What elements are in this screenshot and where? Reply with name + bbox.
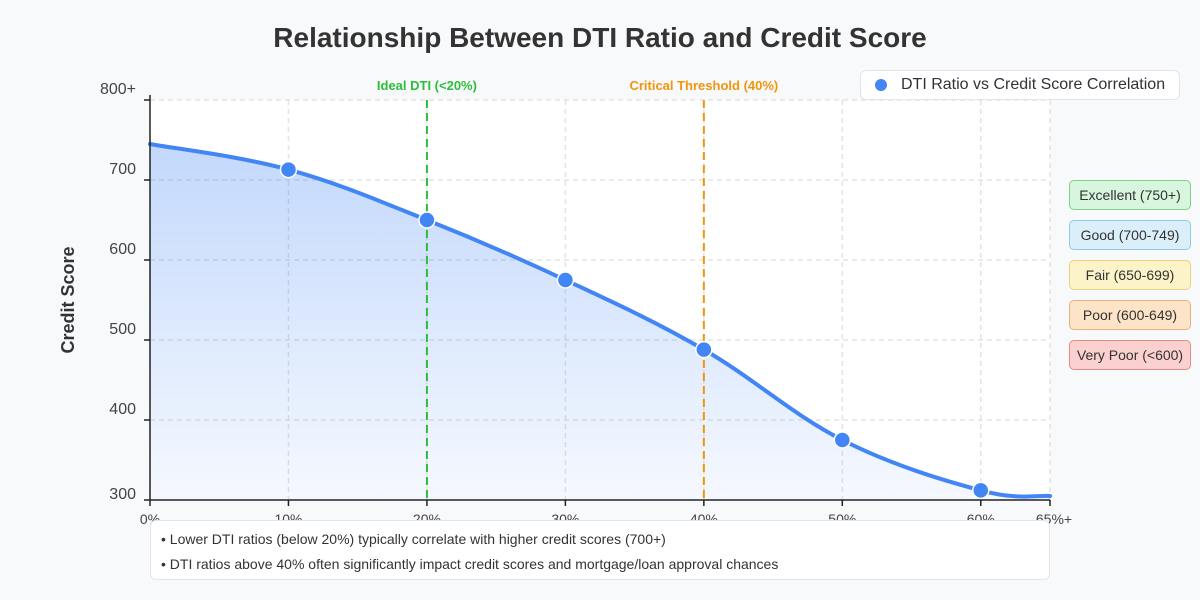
reference-label: Critical Threshold (40%) <box>629 78 778 93</box>
series-line <box>148 142 1052 499</box>
legend-label: DTI Ratio vs Credit Score Correlation <box>901 76 1166 93</box>
rating-poor: Poor (600-649) <box>1069 300 1191 330</box>
y-tick-label: 700 <box>109 161 136 178</box>
data-point <box>695 340 713 359</box>
notes-box: • Lower DTI ratios (below 20%) typically… <box>150 520 1050 580</box>
data-point <box>279 160 298 179</box>
chart-legend: DTI Ratio vs Credit Score Correlation <box>860 70 1180 100</box>
data-point <box>833 431 852 449</box>
rating-good: Good (700-749) <box>1069 220 1191 250</box>
rating-excellent: Excellent (750+) <box>1069 180 1191 210</box>
rating-label: Excellent (750+) <box>1079 187 1181 203</box>
y-tick-label: 400 <box>109 401 136 418</box>
data-point <box>418 211 436 229</box>
rating-label: Poor (600-649) <box>1082 307 1178 323</box>
data-point <box>972 481 990 500</box>
y-tick-label: 600 <box>109 241 136 258</box>
rating-label: Good (700-749) <box>1080 227 1180 243</box>
reference-label: Ideal DTI (<20%) <box>377 78 477 93</box>
rating-label: Fair (650-699) <box>1085 267 1175 283</box>
credit-rating-legend: Excellent (750+) Good (700-749) Fair (65… <box>1069 180 1191 380</box>
chart-title: Relationship Between DTI Ratio and Credi… <box>273 22 927 53</box>
rating-fair: Fair (650-699) <box>1069 260 1191 290</box>
legend-marker <box>875 79 887 91</box>
data-point <box>556 271 575 289</box>
y-tick-label: 500 <box>109 321 136 338</box>
y-tick-label: 800+ <box>100 81 136 98</box>
area-fill <box>150 144 1050 500</box>
rating-label: Very Poor (<600) <box>1076 347 1184 363</box>
y-axis-label: Credit Score <box>58 246 78 353</box>
rating-very-poor: Very Poor (<600) <box>1069 340 1191 370</box>
note-item: • DTI ratios above 40% often significant… <box>161 556 779 572</box>
note-item: • Lower DTI ratios (below 20%) typically… <box>161 531 666 547</box>
y-tick-label: 300 <box>109 486 136 503</box>
